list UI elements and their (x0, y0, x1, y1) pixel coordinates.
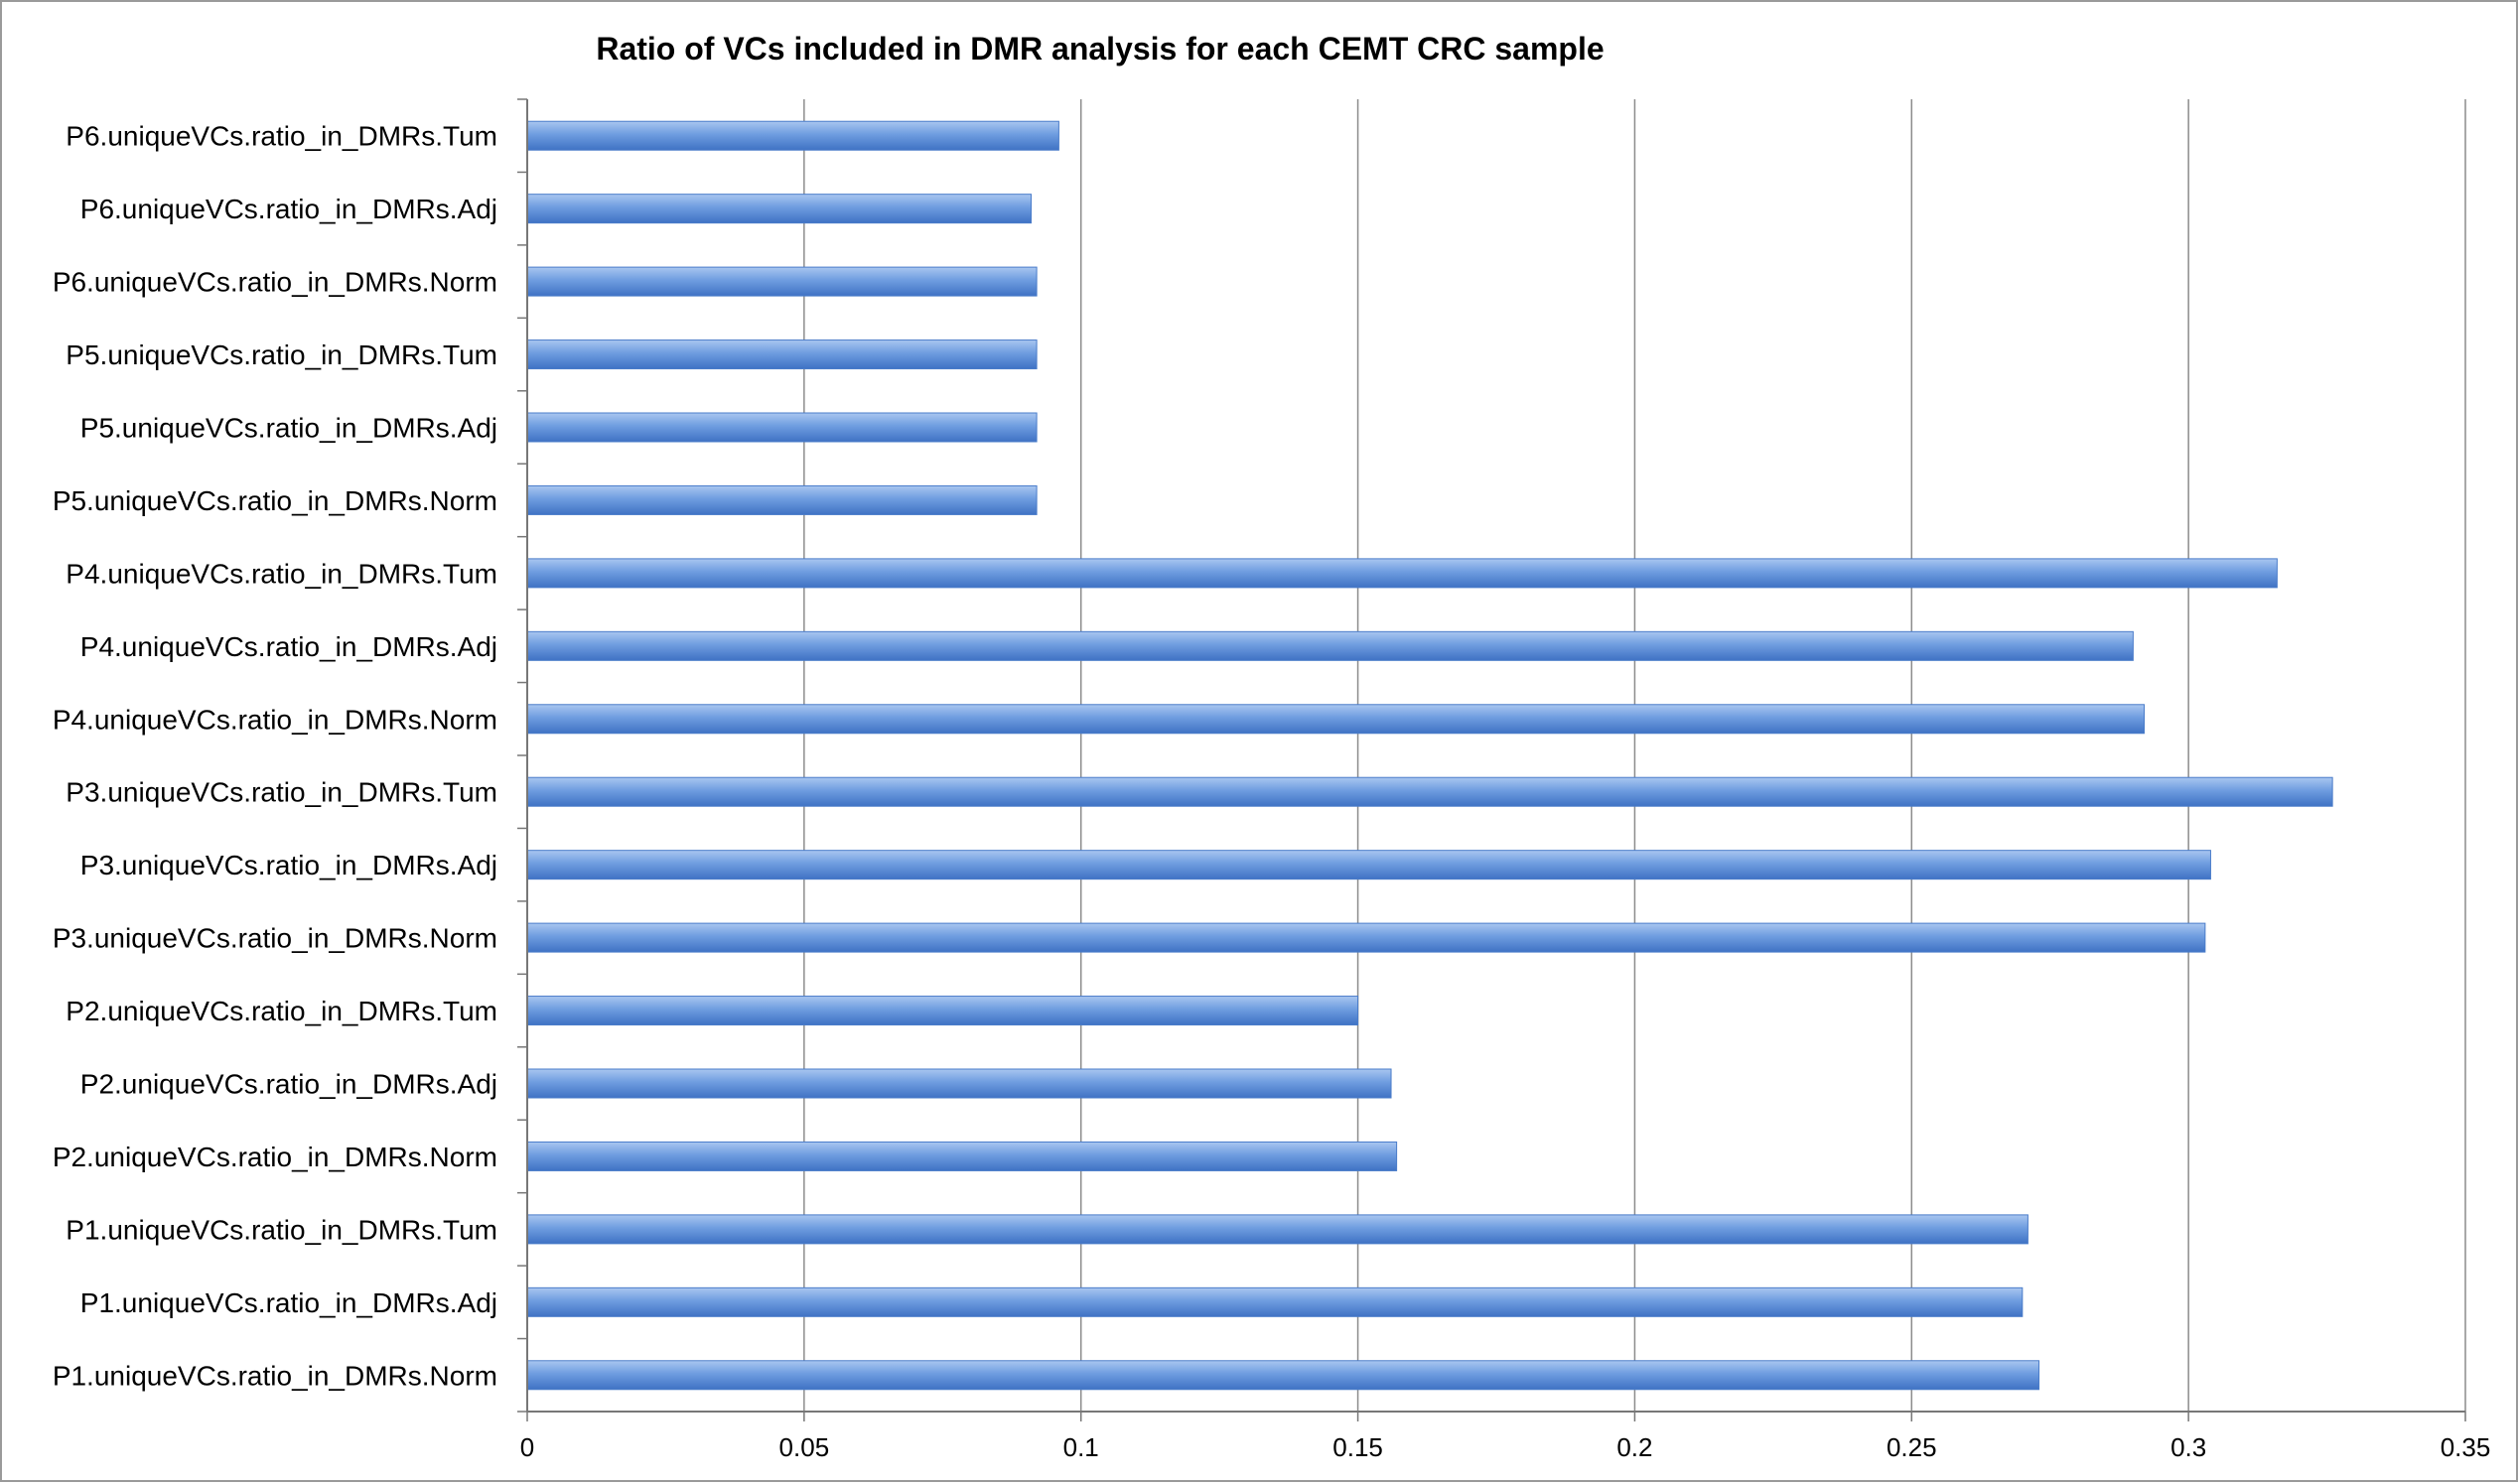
bar (526, 558, 2278, 589)
category-label: P2.uniqueVCs.ratio_in_DMRs.Tum (66, 996, 497, 1026)
category-label: P3.uniqueVCs.ratio_in_DMRs.Tum (66, 777, 497, 808)
category-label: P2.uniqueVCs.ratio_in_DMRs.Norm (53, 1142, 497, 1172)
bar (526, 484, 1038, 515)
x-tick-label: 0.1 (1063, 1432, 1099, 1462)
bar (526, 339, 1038, 370)
x-tick-label: 0.15 (1332, 1432, 1383, 1462)
category-label: P5.uniqueVCs.ratio_in_DMRs.Norm (53, 485, 497, 516)
x-tick-labels: 0 0.05 0.1 0.15 0.2 0.25 0.3 0.35 (520, 1432, 2491, 1462)
category-label: P4.uniqueVCs.ratio_in_DMRs.Norm (53, 704, 497, 735)
category-label: P1.uniqueVCs.ratio_in_DMRs.Norm (53, 1360, 497, 1391)
chart-title: Ratio of VCs included in DMR analysis fo… (596, 31, 1604, 67)
bar (526, 630, 2134, 661)
category-label: P4.uniqueVCs.ratio_in_DMRs.Tum (66, 558, 497, 589)
bar (526, 1214, 2028, 1245)
category-label: P1.uniqueVCs.ratio_in_DMRs.Adj (80, 1287, 497, 1318)
bar (526, 120, 1059, 151)
category-label: P3.uniqueVCs.ratio_in_DMRs.Norm (53, 923, 497, 954)
x-tick-label: 0.05 (779, 1432, 830, 1462)
category-label: P5.uniqueVCs.ratio_in_DMRs.Tum (66, 339, 497, 370)
x-tick-label: 0.3 (2170, 1432, 2206, 1462)
bar (526, 922, 2206, 953)
category-label: P3.uniqueVCs.ratio_in_DMRs.Adj (80, 850, 497, 880)
bar (526, 1141, 1398, 1171)
bar (526, 1360, 2040, 1391)
bar (526, 996, 1359, 1026)
category-label: P2.uniqueVCs.ratio_in_DMRs.Adj (80, 1069, 497, 1100)
bar (526, 1068, 1392, 1099)
category-label: P6.uniqueVCs.ratio_in_DMRs.Norm (53, 267, 497, 298)
bar (526, 412, 1038, 443)
category-labels: P1.uniqueVCs.ratio_in_DMRs.Norm P1.unique… (53, 121, 497, 1392)
bar (526, 850, 2211, 880)
bars (526, 120, 2333, 1391)
bar (526, 1286, 2024, 1317)
category-label: P1.uniqueVCs.ratio_in_DMRs.Tum (66, 1214, 497, 1245)
x-tick-label: 0 (520, 1432, 534, 1462)
x-tick-label: 0.25 (1887, 1432, 1937, 1462)
category-label: P4.uniqueVCs.ratio_in_DMRs.Adj (80, 631, 497, 662)
category-label: P5.uniqueVCs.ratio_in_DMRs.Adj (80, 413, 497, 444)
gridlines (803, 99, 2466, 1412)
category-label: P6.uniqueVCs.ratio_in_DMRs.Adj (80, 194, 497, 224)
bar (526, 704, 2146, 735)
x-tick-label: 0.35 (2441, 1432, 2491, 1462)
axes (517, 98, 2466, 1421)
x-tick-label: 0.2 (1616, 1432, 1652, 1462)
category-label: P6.uniqueVCs.ratio_in_DMRs.Tum (66, 121, 497, 152)
bar (526, 194, 1033, 224)
bar (526, 776, 2333, 807)
bar (526, 266, 1038, 297)
